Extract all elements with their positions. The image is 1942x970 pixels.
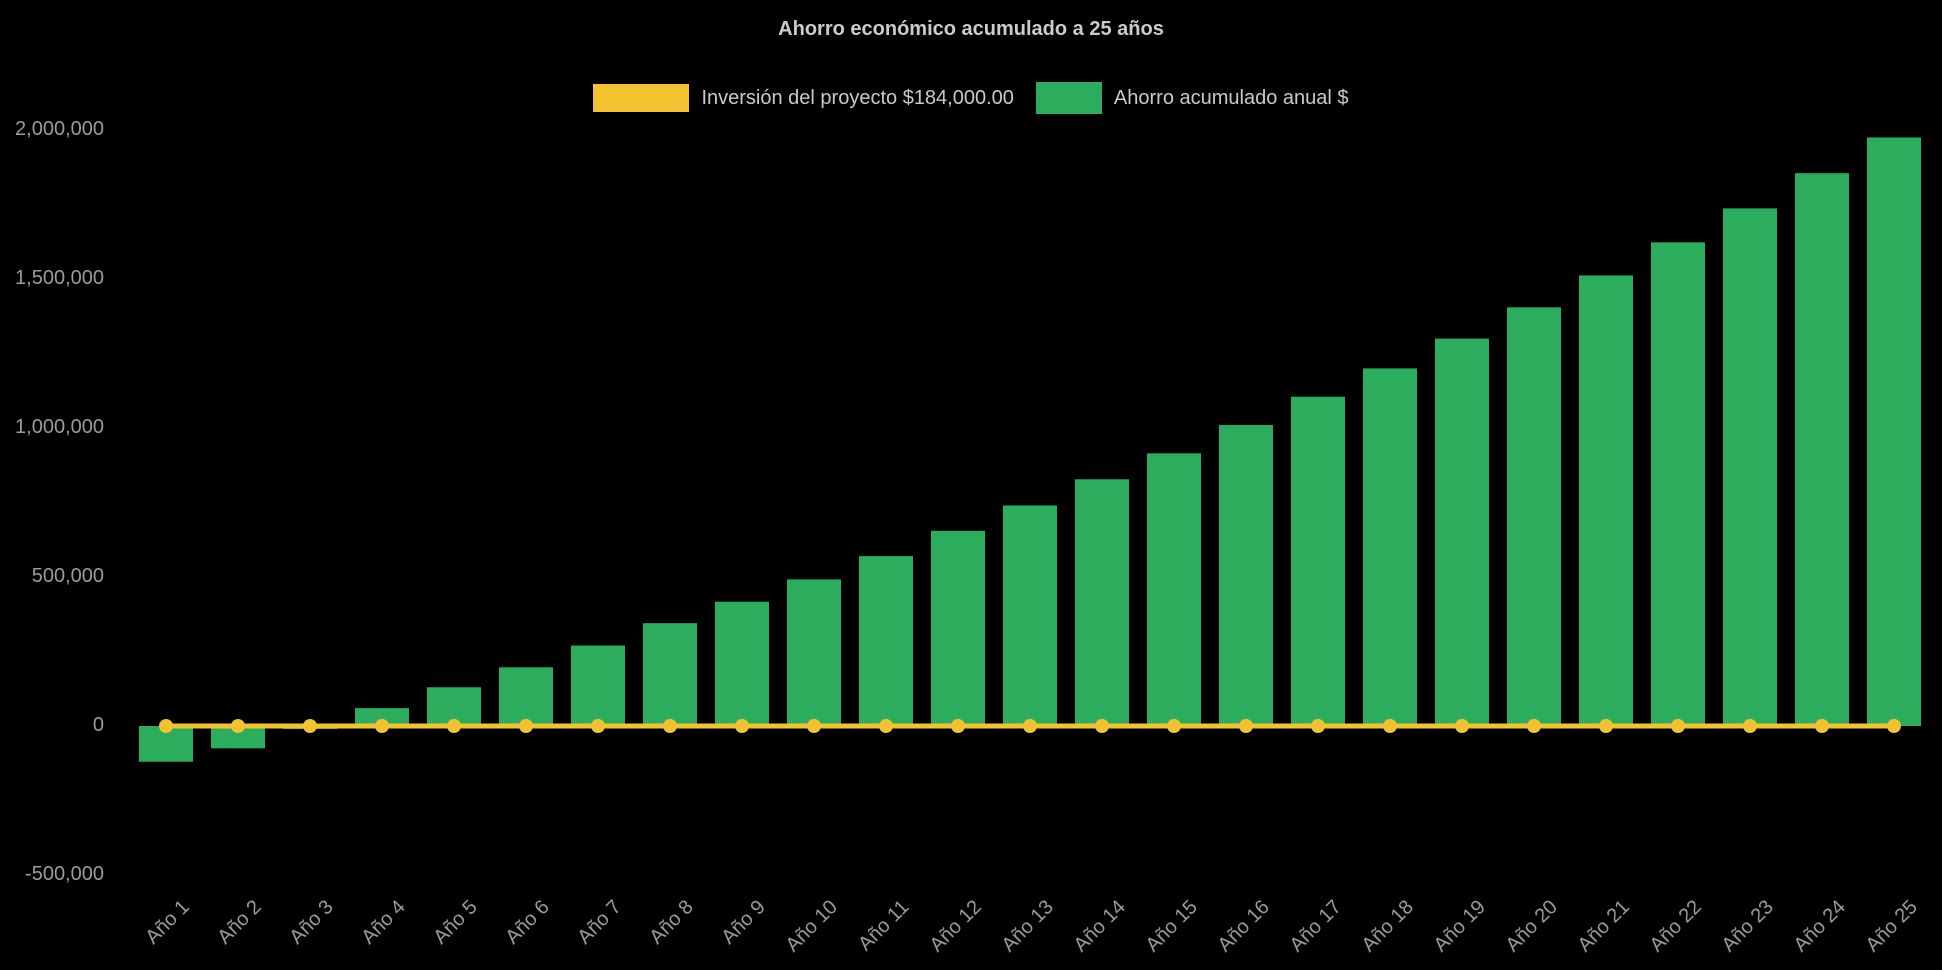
bar-año-13 (1003, 505, 1057, 726)
legend: Inversión del proyecto $184,000.00 Ahorro… (0, 82, 1942, 114)
bar-año-12 (931, 530, 985, 726)
investment-line-marker (1815, 719, 1829, 733)
investment-line-marker (1383, 719, 1397, 733)
investment-line-marker (663, 719, 677, 733)
y-axis-tick-label: -500,000 (25, 863, 104, 885)
chart-title: Ahorro económico acumulado a 25 años (778, 18, 1164, 40)
bar-año-19 (1435, 338, 1489, 726)
investment-line-marker (519, 719, 533, 733)
y-axis-tick-label: 500,000 (31, 565, 104, 587)
legend-label: Inversión del proyecto $184,000.00 (701, 86, 1014, 109)
bar-año-16 (1219, 425, 1273, 726)
investment-line-marker (951, 719, 965, 733)
investment-line-marker (303, 719, 317, 733)
bar-año-20 (1507, 307, 1561, 726)
bar-año-2 (211, 726, 265, 749)
investment-line-marker (1455, 719, 1469, 733)
y-axis-tick-label: 2,000,000 (15, 118, 104, 140)
bar-año-18 (1363, 368, 1417, 726)
legend-swatch-icon (593, 84, 690, 112)
legend-label: Ahorro acumulado anual $ (1113, 86, 1349, 109)
bar-año-17 (1291, 396, 1345, 726)
investment-line-marker (1239, 719, 1253, 733)
bar-año-22 (1651, 242, 1705, 726)
bar-año-23 (1723, 208, 1777, 726)
investment-line-marker (1671, 719, 1685, 733)
investment-line-marker (1095, 719, 1109, 733)
investment-line-marker (1167, 719, 1181, 733)
investment-line-marker (447, 719, 461, 733)
bar-año-14 (1075, 479, 1129, 726)
bar-año-8 (643, 623, 697, 726)
investment-line-marker (591, 719, 605, 733)
bar-año-6 (499, 667, 553, 726)
investment-line-marker (1743, 719, 1757, 733)
y-axis-tick-label: 1,500,000 (15, 267, 104, 289)
bar-año-10 (787, 579, 841, 726)
bar-año-24 (1795, 173, 1849, 726)
investment-line-marker (375, 719, 389, 733)
investment-line-marker (1311, 719, 1325, 733)
investment-line-marker (1527, 719, 1541, 733)
bar-año-15 (1147, 453, 1201, 726)
investment-line-marker (159, 719, 173, 733)
investment-line-marker (807, 719, 821, 733)
bar-año-7 (571, 645, 625, 726)
bar-año-4 (355, 708, 409, 726)
legend-item-investment[interactable]: Inversión del proyecto $184,000.00 (593, 84, 1014, 112)
investment-line-marker (231, 719, 245, 733)
investment-line-marker (879, 719, 893, 733)
legend-swatch-icon (1035, 82, 1102, 114)
bar-año-21 (1579, 275, 1633, 726)
bar-año-25 (1867, 137, 1921, 726)
y-axis-tick-label: 1,000,000 (15, 416, 104, 438)
bar-año-9 (715, 601, 769, 726)
bar-año-11 (859, 556, 913, 726)
investment-line-marker (735, 719, 749, 733)
legend-item-savings[interactable]: Ahorro acumulado anual $ (1035, 82, 1349, 114)
investment-line-marker (1887, 719, 1901, 733)
investment-line-marker (1023, 719, 1037, 733)
y-axis-tick-label: 0 (92, 714, 104, 736)
investment-line-marker (1599, 719, 1613, 733)
